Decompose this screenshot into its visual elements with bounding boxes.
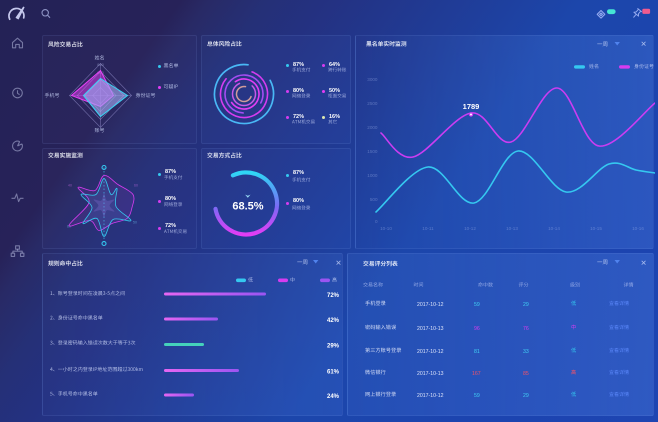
svg-text:10-10: 10-10 bbox=[380, 226, 392, 231]
svg-text:10-13: 10-13 bbox=[506, 226, 518, 231]
svg-text:61%: 61% bbox=[327, 370, 340, 376]
svg-text:29: 29 bbox=[523, 393, 529, 399]
svg-text:2000: 2000 bbox=[367, 125, 378, 130]
svg-text:2500: 2500 bbox=[367, 101, 378, 106]
svg-text:10-12: 10-12 bbox=[464, 226, 476, 231]
svg-text:29: 29 bbox=[523, 302, 529, 308]
svg-text:80: 80 bbox=[67, 225, 71, 229]
svg-text:24%: 24% bbox=[327, 394, 340, 400]
svg-text:0: 0 bbox=[375, 219, 378, 224]
svg-text:2017-10-13: 2017-10-13 bbox=[417, 371, 444, 377]
svg-text:2017-10-12: 2017-10-12 bbox=[417, 349, 444, 355]
svg-text:96: 96 bbox=[474, 326, 480, 332]
svg-text:29%: 29% bbox=[327, 344, 340, 350]
svg-text:500: 500 bbox=[370, 197, 378, 202]
svg-text:76: 76 bbox=[523, 326, 529, 332]
svg-text:33: 33 bbox=[523, 349, 529, 355]
svg-text:59: 59 bbox=[474, 393, 480, 399]
svg-text:2017-10-13: 2017-10-13 bbox=[417, 326, 444, 332]
svg-text:2017-10-12: 2017-10-12 bbox=[417, 393, 444, 399]
svg-text:1000: 1000 bbox=[367, 173, 378, 178]
svg-text:42%: 42% bbox=[327, 318, 340, 324]
svg-text:10-16: 10-16 bbox=[632, 226, 644, 231]
svg-text:10-15: 10-15 bbox=[590, 226, 602, 231]
svg-text:72%: 72% bbox=[327, 293, 340, 299]
svg-text:1789: 1789 bbox=[463, 102, 480, 111]
svg-text:1500: 1500 bbox=[367, 149, 378, 154]
svg-text:85: 85 bbox=[523, 371, 529, 377]
svg-text:68.5%: 68.5% bbox=[232, 201, 263, 213]
svg-text:59: 59 bbox=[474, 302, 480, 308]
svg-text:3000: 3000 bbox=[367, 77, 378, 82]
svg-text:800: 800 bbox=[97, 62, 104, 67]
svg-text:60: 60 bbox=[134, 184, 138, 188]
svg-text:10-11: 10-11 bbox=[422, 226, 434, 231]
svg-text:40: 40 bbox=[68, 184, 72, 188]
svg-text:81: 81 bbox=[474, 349, 480, 355]
svg-text:10-14: 10-14 bbox=[548, 226, 560, 231]
svg-text:50: 50 bbox=[133, 221, 137, 225]
svg-text:167: 167 bbox=[472, 371, 481, 377]
svg-text:2017-10-12: 2017-10-12 bbox=[417, 302, 444, 308]
